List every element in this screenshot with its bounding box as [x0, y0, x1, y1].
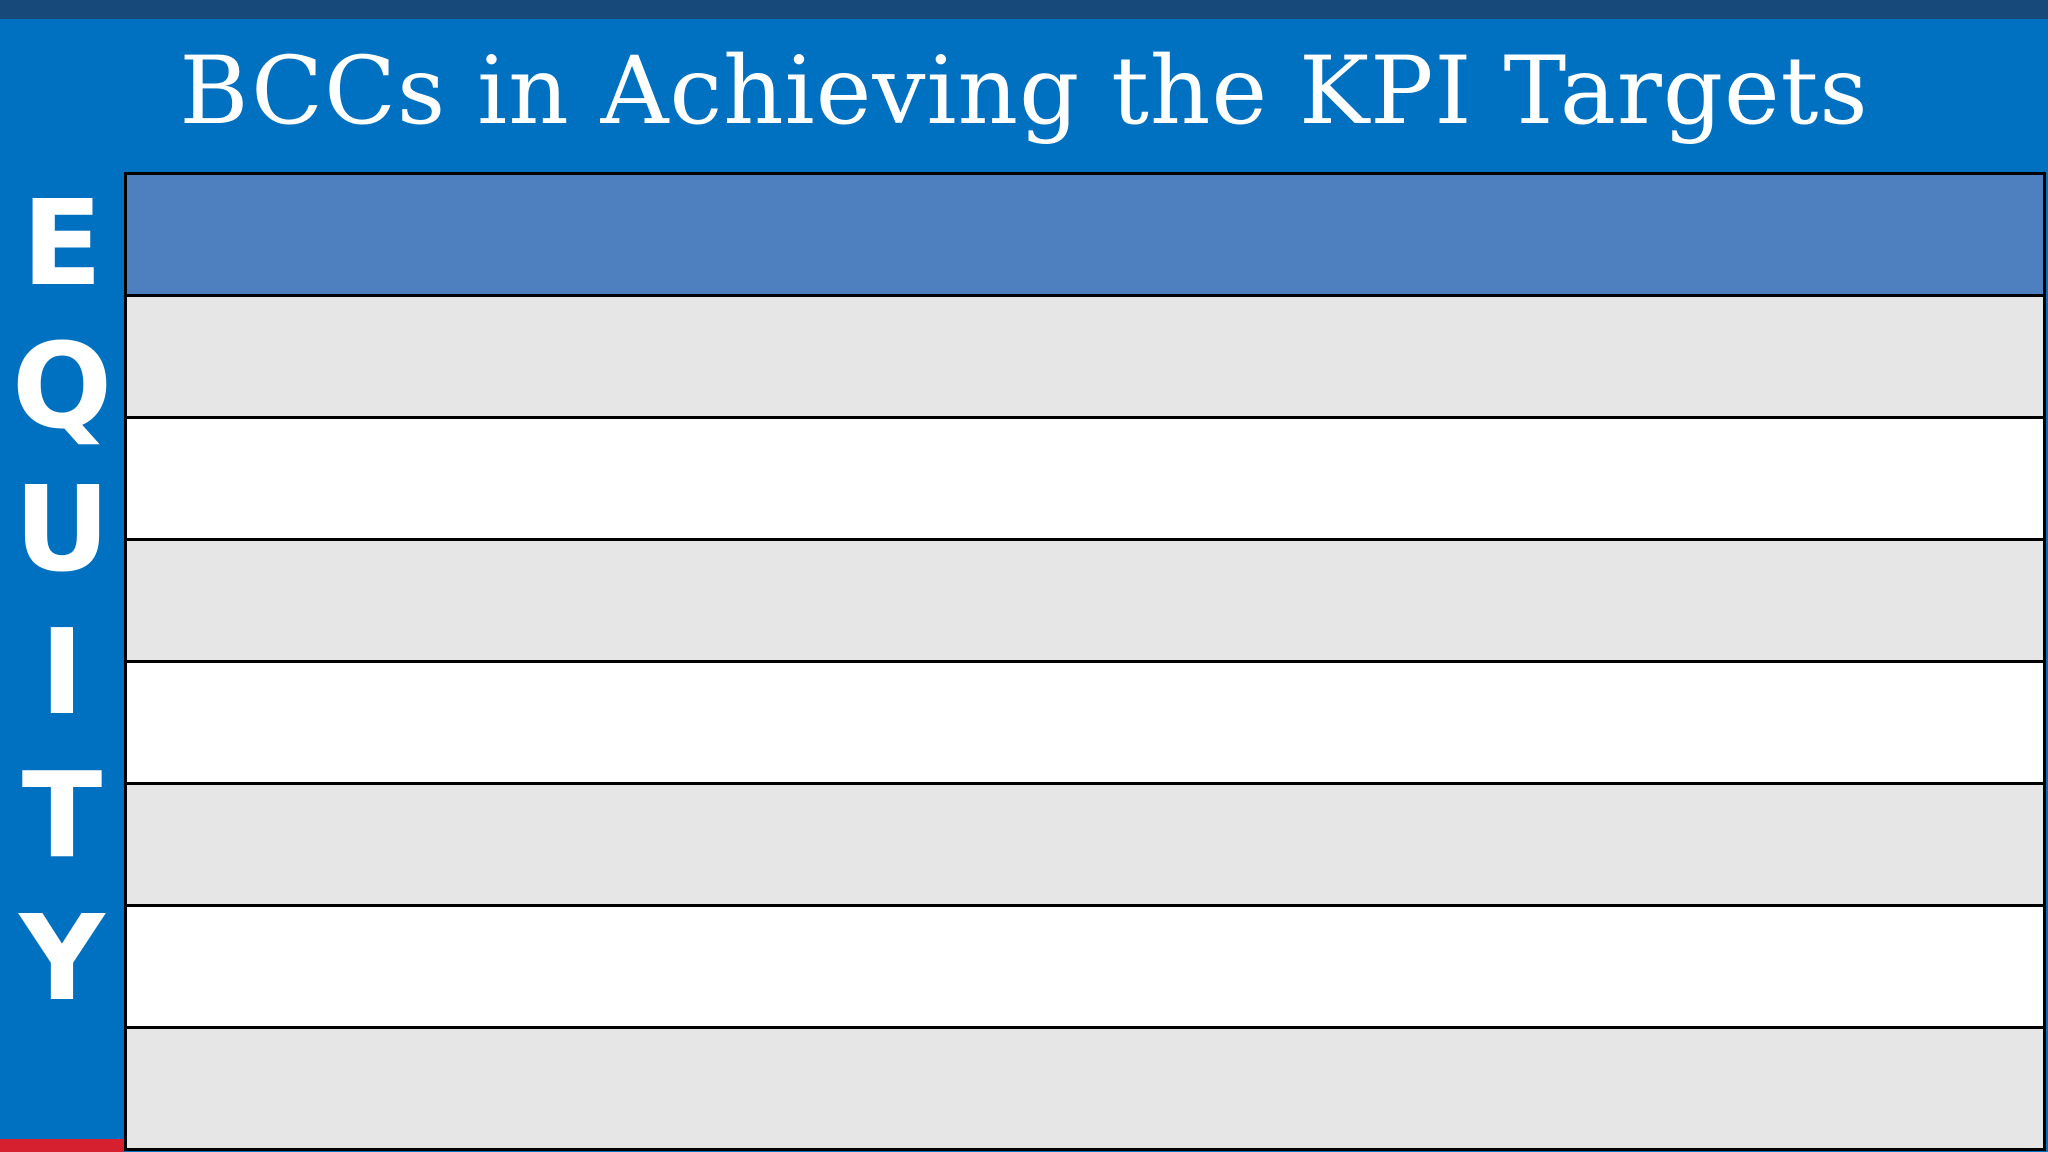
vertical-letter: T [21, 746, 103, 884]
table-row [127, 419, 2043, 541]
vertical-letter: Y [19, 889, 105, 1027]
table-header-row [127, 175, 2043, 297]
slide-title: BCCs in Achieving the KPI Targets [179, 37, 1869, 146]
table-row [127, 907, 2043, 1029]
vertical-label-equity: E Q U I T Y [0, 172, 124, 1030]
table-row [127, 785, 2043, 907]
vertical-letter: Q [11, 317, 113, 455]
vertical-letter: E [21, 174, 103, 312]
top-accent-bar [0, 0, 2048, 19]
table-row [127, 297, 2043, 419]
vertical-letter: I [40, 603, 84, 741]
table-row [127, 663, 2043, 785]
red-accent-bar [0, 1139, 124, 1152]
vertical-letter: U [14, 460, 110, 598]
table-row [127, 541, 2043, 663]
table-row [127, 1029, 2043, 1148]
kpi-table [124, 172, 2046, 1151]
